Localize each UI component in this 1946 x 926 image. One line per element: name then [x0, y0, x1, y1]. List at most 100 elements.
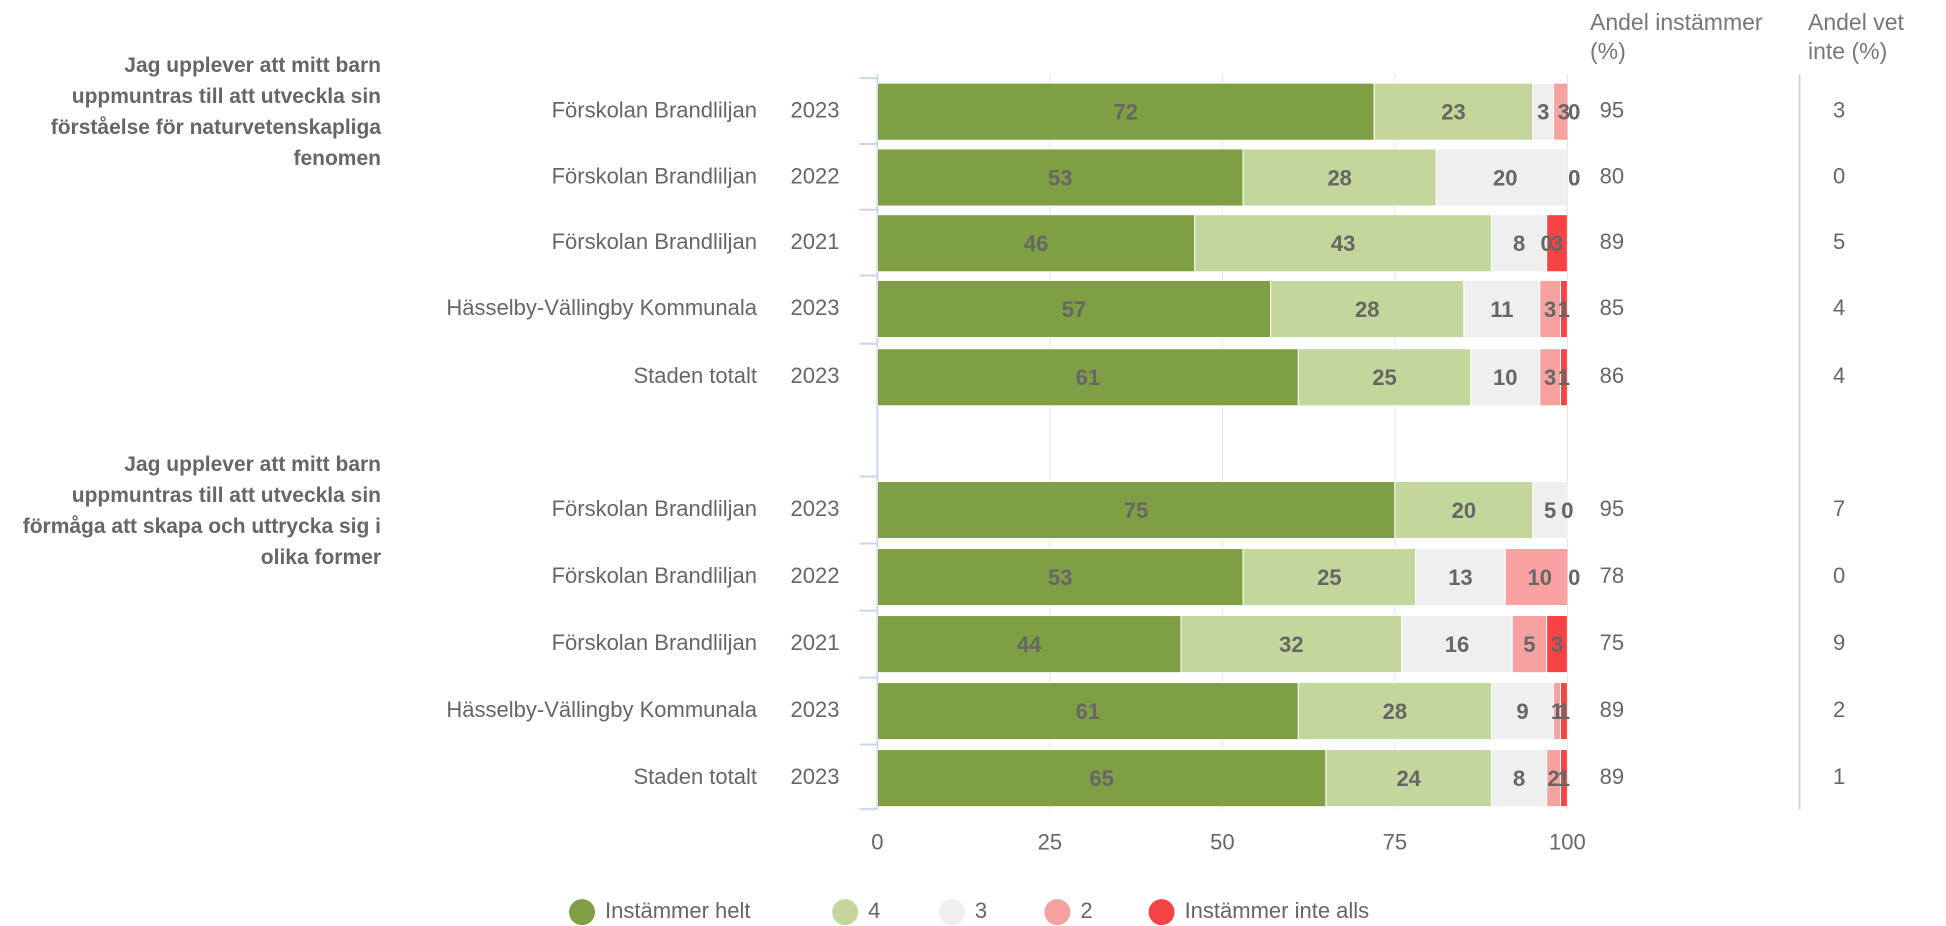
data-label: 25	[1372, 365, 1396, 390]
bar-segment	[877, 82, 1375, 141]
data-label: 28	[1327, 165, 1351, 190]
bar-segment	[1242, 148, 1437, 207]
data-label: 28	[1355, 297, 1379, 322]
unknown-share: 0	[1833, 163, 1845, 188]
data-label: 10	[1528, 565, 1552, 590]
data-label: 0	[1568, 100, 1580, 125]
data-label: 0	[1541, 231, 1553, 256]
agree-share: 86	[1600, 363, 1624, 388]
category-label: Förskolan Brandliljan	[552, 496, 757, 521]
legend-marker	[1148, 899, 1175, 926]
data-label: 0	[1568, 565, 1580, 590]
x-tick-label: 25	[1038, 830, 1062, 855]
bar-segment	[1180, 615, 1403, 674]
column-header: Andel vet inte (%)	[1808, 9, 1904, 64]
data-label: 0	[1568, 165, 1580, 190]
legend-label: 4	[868, 898, 880, 923]
year-label: 2023	[791, 496, 840, 521]
data-label: 20	[1493, 165, 1517, 190]
bar-segment	[1559, 279, 1568, 339]
data-label: 3	[1544, 297, 1556, 322]
bar-segment	[1435, 148, 1568, 207]
bar-segment	[1504, 548, 1568, 607]
agree-share: 75	[1600, 630, 1624, 655]
data-label: 1	[1558, 766, 1570, 791]
unknown-share: 0	[1833, 563, 1845, 588]
bar-segment	[1546, 615, 1568, 674]
data-label: 3	[1544, 365, 1556, 390]
bar-segment	[877, 615, 1182, 674]
category-label: Staden totalt	[633, 764, 757, 789]
legend-label: Instämmer inte alls	[1185, 898, 1370, 923]
legend-marker	[938, 899, 965, 926]
data-label: 0	[1568, 165, 1580, 190]
unknown-share: 7	[1833, 496, 1845, 521]
legend-marker	[832, 899, 859, 926]
legend-marker	[1044, 899, 1071, 926]
year-label: 2023	[791, 98, 840, 123]
agree-share: 95	[1600, 496, 1624, 521]
agree-share: 85	[1600, 295, 1624, 320]
bar-segment	[1532, 481, 1568, 540]
category-label: Förskolan Brandliljan	[552, 98, 757, 123]
category-label: Hässelby-Vällingby Kommunala	[446, 697, 757, 722]
data-label: 0	[1561, 498, 1573, 523]
agree-share: 95	[1600, 98, 1624, 123]
unknown-share: 1	[1833, 764, 1845, 789]
year-label: 2023	[791, 697, 840, 722]
bar-segment	[1242, 548, 1417, 607]
bar-segment	[1415, 548, 1506, 607]
legend-label: Instämmer helt	[605, 898, 751, 923]
data-label: 3	[1551, 632, 1563, 657]
data-label: 5	[1544, 498, 1556, 523]
bar-segment	[1546, 214, 1568, 273]
group-title: Jag upplever att mitt barn uppmuntras ti…	[50, 54, 381, 170]
category-label: Staden totalt	[633, 363, 757, 388]
bar-segment	[877, 348, 1299, 407]
data-label: 0	[1561, 498, 1573, 523]
agree-share: 78	[1600, 563, 1624, 588]
bar-segment	[877, 214, 1196, 273]
data-label: 25	[1317, 565, 1341, 590]
bar-segment	[1297, 682, 1492, 741]
agree-share: 80	[1600, 163, 1624, 188]
data-label: 13	[1448, 565, 1472, 590]
year-label: 2023	[791, 295, 840, 320]
bar-segment	[1194, 214, 1492, 273]
data-label: 72	[1114, 100, 1138, 125]
bar-segment	[877, 279, 1272, 339]
data-label: 65	[1089, 766, 1113, 791]
data-label: 9	[1516, 699, 1528, 724]
bar-segment	[1511, 615, 1548, 674]
bar-segment	[877, 749, 1327, 808]
data-label: 23	[1441, 100, 1465, 125]
data-label: 10	[1493, 365, 1517, 390]
category-label: Förskolan Brandliljan	[552, 630, 757, 655]
bar-segment	[1559, 348, 1568, 407]
unknown-share: 3	[1833, 98, 1845, 123]
data-label: 32	[1279, 632, 1303, 657]
unknown-share: 2	[1833, 697, 1845, 722]
bar-segment	[877, 548, 1244, 607]
data-label: 2	[1547, 766, 1559, 791]
year-label: 2023	[791, 363, 840, 388]
category-label: Förskolan Brandliljan	[552, 229, 757, 254]
legend-label: 2	[1080, 898, 1092, 923]
data-label: 57	[1062, 297, 1086, 322]
data-label: 28	[1383, 699, 1407, 724]
data-label: 75	[1124, 498, 1148, 523]
data-label: 8	[1513, 231, 1525, 256]
data-label: 8	[1513, 766, 1525, 791]
legend-marker	[569, 899, 596, 926]
year-label: 2022	[791, 563, 840, 588]
data-label: 1	[1551, 699, 1563, 724]
bar-segment	[1559, 749, 1568, 808]
data-label: 53	[1048, 165, 1072, 190]
data-label: 3	[1537, 100, 1549, 125]
bar-segment	[1373, 82, 1534, 141]
column-header: Andel instämmer (%)	[1590, 9, 1763, 64]
bar-segment	[1394, 481, 1534, 540]
bar-segment	[1559, 682, 1568, 741]
bar-segment	[1490, 214, 1548, 273]
x-tick-label: 75	[1383, 830, 1407, 855]
